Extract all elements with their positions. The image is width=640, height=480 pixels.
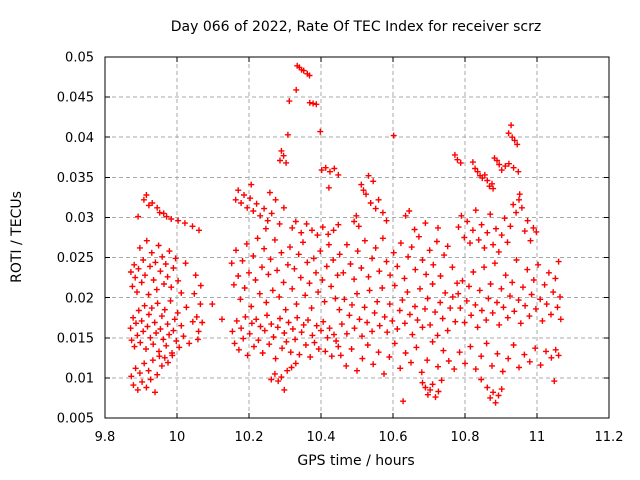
tick-labels: 9.8 10 10.2 10.4 10.6 10.8 11 11.2 0.005 0.01 0.01… — [57, 51, 624, 445]
x-tick-label: 11.2 — [595, 430, 624, 445]
tick-marks — [104, 56, 610, 419]
x-axis-label: GPS time / hours — [297, 453, 414, 469]
x-tick-label: 9.8 — [95, 430, 116, 445]
scatter-points — [127, 62, 564, 406]
y-tick-label: 0.03 — [65, 211, 94, 226]
x-tick-label: 10.8 — [451, 430, 480, 445]
y-tick-label: 0.04 — [65, 131, 94, 146]
y-axis-label: ROTI / TECUs — [9, 191, 25, 283]
chart-title: Day 066 of 2022, Rate Of TEC Index for r… — [171, 19, 541, 35]
x-tick-label: 11 — [529, 430, 546, 445]
y-tick-label: 0.035 — [57, 171, 94, 186]
x-tick-label: 10.4 — [307, 430, 336, 445]
data-points-path — [127, 62, 564, 406]
grid-path — [105, 57, 609, 418]
x-tick-label: 10.6 — [379, 430, 408, 445]
y-tick-label: 0.005 — [57, 412, 94, 427]
y-tick-label: 0.01 — [65, 371, 94, 386]
axis-ticks — [104, 56, 610, 419]
y-tick-label: 0.025 — [57, 251, 94, 266]
x-tick-label: 10.2 — [235, 430, 264, 445]
plot-border — [104, 56, 610, 419]
x-tick-label: 10 — [169, 430, 186, 445]
y-tick-label: 0.02 — [65, 291, 94, 306]
gridlines — [105, 57, 609, 418]
y-tick-label: 0.05 — [65, 51, 94, 66]
y-tick-label: 0.045 — [57, 91, 94, 106]
y-tick-label: 0.015 — [57, 331, 94, 346]
